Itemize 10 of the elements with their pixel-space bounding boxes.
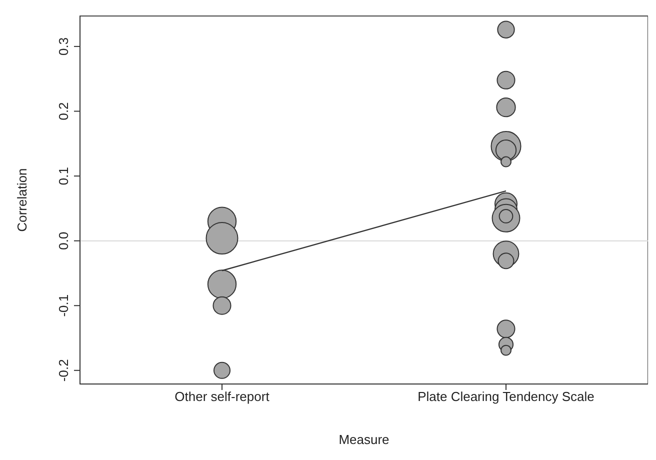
y-tick-label: 0.1 (56, 166, 71, 186)
y-tick-label: 0.3 (56, 37, 71, 56)
y-tick-label: 0.0 (56, 232, 71, 250)
y-tick-label: -0.2 (56, 359, 71, 382)
y-tick-label: 0.2 (56, 102, 71, 120)
x-tick-label: Plate Clearing Tendency Scale (418, 389, 594, 404)
x-tick-label: Other self-report (174, 389, 270, 404)
x-axis-title: Measure (338, 432, 390, 447)
y-tick-label: -0.1 (56, 294, 71, 317)
y-axis-title: Correlation (14, 168, 30, 232)
